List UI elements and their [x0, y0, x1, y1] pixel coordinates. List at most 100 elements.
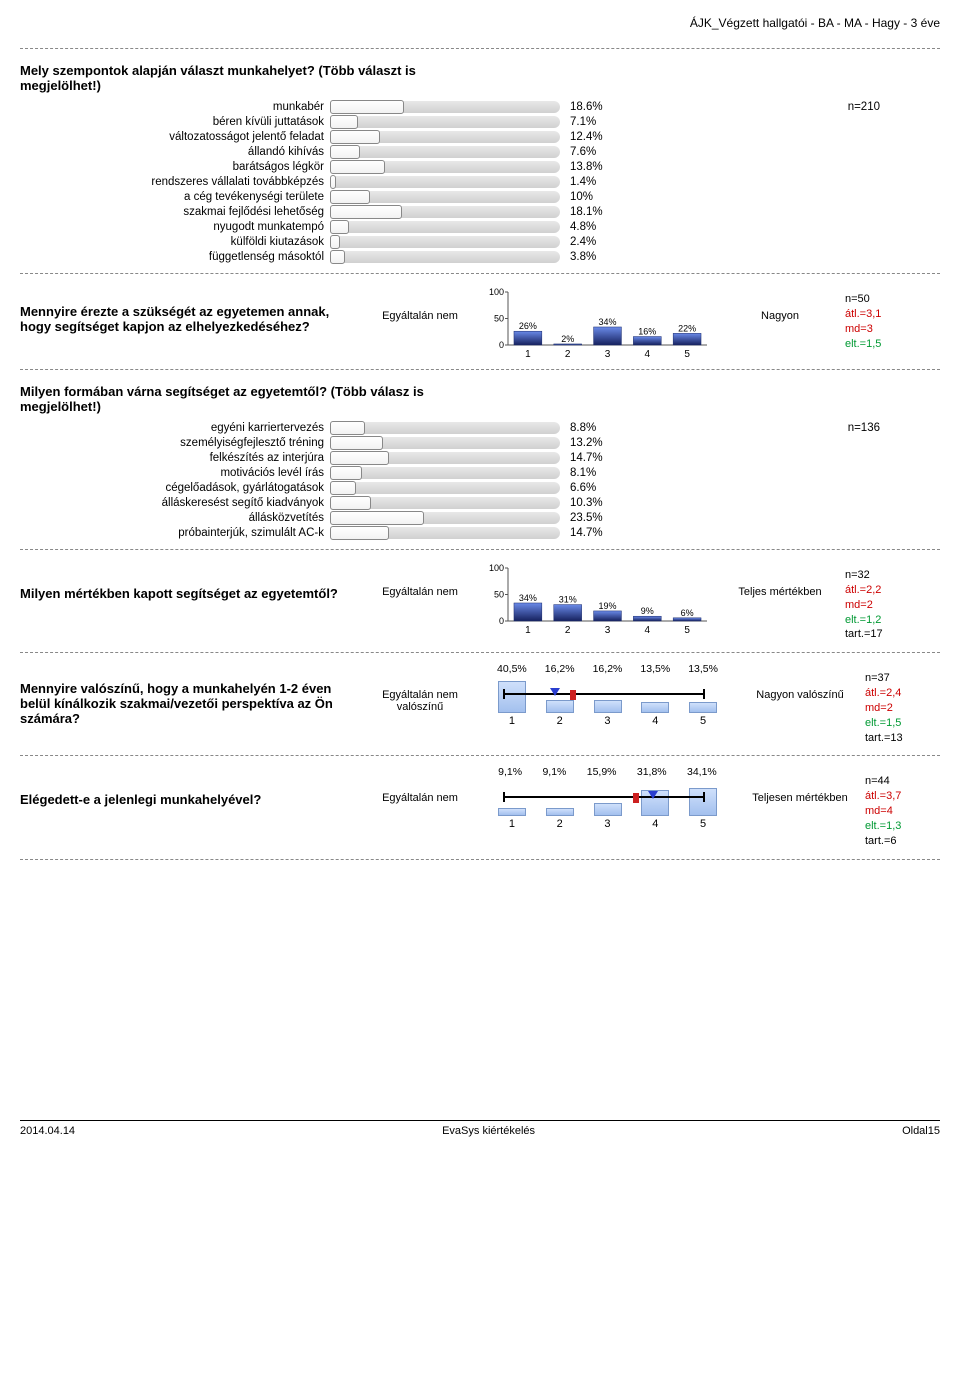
bar-label: állandó kihívás — [20, 146, 330, 158]
stat: tart.=13 — [865, 731, 903, 746]
axis-label: 2 — [557, 818, 563, 830]
bar-value: 18.1% — [560, 206, 620, 218]
stat: md=2 — [845, 598, 883, 613]
bar-track — [330, 497, 560, 509]
svg-text:5: 5 — [684, 349, 690, 359]
bar-row: személyiségfejlesztő tréning 13.2% — [20, 437, 940, 449]
q4-right-label: Teljes mértékben — [725, 560, 835, 598]
bar-track — [330, 191, 560, 203]
pct-label: 16,2% — [593, 663, 623, 675]
bar-label: felkészítés az interjúra — [20, 452, 330, 464]
svg-text:100: 100 — [489, 287, 504, 297]
separator — [20, 859, 940, 860]
svg-text:100: 100 — [489, 563, 504, 573]
svg-text:3: 3 — [605, 349, 611, 359]
bar-row: állásközvetítés23.5% — [20, 512, 940, 524]
svg-text:50: 50 — [494, 314, 504, 324]
bar-row: nyugodt munkatempó4.8% — [20, 221, 940, 233]
bar-value: 14.7% — [560, 527, 620, 539]
bar-track — [330, 251, 560, 263]
bar-value: 7.1% — [560, 116, 620, 128]
pct-label: 40,5% — [497, 663, 527, 675]
axis-label: 3 — [604, 818, 610, 830]
q5-row: Mennyire valószínű, hogy a munkahelyén 1… — [20, 663, 940, 745]
bar-label: függetlenség másoktól — [20, 251, 330, 263]
bar-label: motivációs levél írás — [20, 467, 330, 479]
bar-value: 18.6% — [560, 101, 620, 113]
axis-label: 3 — [604, 715, 610, 727]
bar-label: rendszeres vállalati továbbképzés — [20, 176, 330, 188]
q6-row: Elégedett-e a jelenlegi munkahelyével? E… — [20, 766, 940, 848]
bar-track — [330, 452, 560, 464]
bar-label: álláskeresést segítő kiadványok — [20, 497, 330, 509]
stat: md=4 — [865, 804, 901, 819]
pct-label: 16,2% — [545, 663, 575, 675]
footer-left: 2014.04.14 — [20, 1125, 75, 1137]
stat: elt.=1,2 — [845, 613, 883, 628]
svg-text:2%: 2% — [561, 334, 574, 344]
bar-value: 13.2% — [560, 437, 620, 449]
bar-row: változatosságot jelentő feladat 12.4% — [20, 131, 940, 143]
q6-title: Elégedett-e a jelenlegi munkahelyével? — [20, 792, 360, 807]
bar-label: a cég tevékenységi területe — [20, 191, 330, 203]
svg-text:34%: 34% — [519, 593, 537, 603]
svg-text:3: 3 — [605, 625, 611, 635]
bar-row: álláskeresést segítő kiadványok 10.3% — [20, 497, 940, 509]
bar-value: 6.6% — [560, 482, 620, 494]
svg-text:22%: 22% — [678, 323, 696, 333]
bar-row: rendszeres vállalati továbbképzés 1.4% — [20, 176, 940, 188]
bar-row: állandó kihívás7.6% — [20, 146, 940, 158]
bar-value: 12.4% — [560, 131, 620, 143]
bar-value: 1.4% — [560, 176, 620, 188]
page-footer: 2014.04.14 EvaSys kiértékelés Oldal15 — [20, 1120, 940, 1147]
bar-label: munkabér — [20, 101, 330, 113]
axis-label: 5 — [700, 818, 706, 830]
stat: md=2 — [865, 701, 903, 716]
axis-label: 1 — [509, 715, 515, 727]
q5-right-label: Nagyon valószínű — [745, 663, 855, 701]
svg-text:6%: 6% — [681, 608, 694, 618]
axis-label: 4 — [652, 818, 658, 830]
q2-stats: n=50 átl.=3,1 md=3 elt.=1,5 — [845, 284, 881, 351]
svg-text:19%: 19% — [598, 601, 616, 611]
bar-track — [330, 176, 560, 188]
bar-value: 14.7% — [560, 452, 620, 464]
svg-text:26%: 26% — [519, 321, 537, 331]
stat: tart.=17 — [845, 627, 883, 642]
svg-text:4: 4 — [645, 349, 651, 359]
q5-left-label: Egyáltalán nem valószínű — [370, 663, 470, 713]
separator — [20, 273, 940, 274]
bar-value: 2.4% — [560, 236, 620, 248]
bar-label: szakmai fejlődési lehetőség — [20, 206, 330, 218]
bar-label: személyiségfejlesztő tréning — [20, 437, 330, 449]
bar-track — [330, 236, 560, 248]
bar-row: felkészítés az interjúra 14.7% — [20, 452, 940, 464]
stat: elt.=1,5 — [845, 337, 881, 352]
bar-label: béren kívüli juttatások — [20, 116, 330, 128]
q5-title: Mennyire valószínű, hogy a munkahelyén 1… — [20, 681, 360, 726]
bar-label: állásközvetítés — [20, 512, 330, 524]
bar-value: 10.3% — [560, 497, 620, 509]
q2-row: Mennyire érezte a szükségét az egyetemen… — [20, 284, 940, 359]
bar-row: cégelőadások, gyárlátogatások6.6% — [20, 482, 940, 494]
bar-value: 3.8% — [560, 251, 620, 263]
bar-row: béren kívüli juttatások 7.1% — [20, 116, 940, 128]
bar-row: szakmai fejlődési lehetőség 18.1% — [20, 206, 940, 218]
pct-label: 31,8% — [637, 766, 667, 778]
q5-stats: n=37 átl.=2,4 md=2 elt.=1,5 tart.=13 — [865, 663, 903, 745]
bar-track — [330, 512, 560, 524]
bar-value: 8.8% — [560, 422, 620, 434]
bar-value: 13.8% — [560, 161, 620, 173]
separator — [20, 549, 940, 550]
bar-n: n=136 — [848, 422, 880, 434]
bar-label: nyugodt munkatempó — [20, 221, 330, 233]
bar-label: változatosságot jelentő feladat — [20, 131, 330, 143]
bar-track — [330, 467, 560, 479]
stat: átl.=2,2 — [845, 583, 883, 598]
pct-label: 9,1% — [498, 766, 522, 778]
bar-label: egyéni karriertervezés — [20, 422, 330, 434]
stat: átl.=3,1 — [845, 307, 881, 322]
q6-chart: 9,1%9,1%15,9%31,8%34,1%12345 — [480, 766, 735, 836]
separator — [20, 48, 940, 49]
axis-label: 1 — [509, 818, 515, 830]
